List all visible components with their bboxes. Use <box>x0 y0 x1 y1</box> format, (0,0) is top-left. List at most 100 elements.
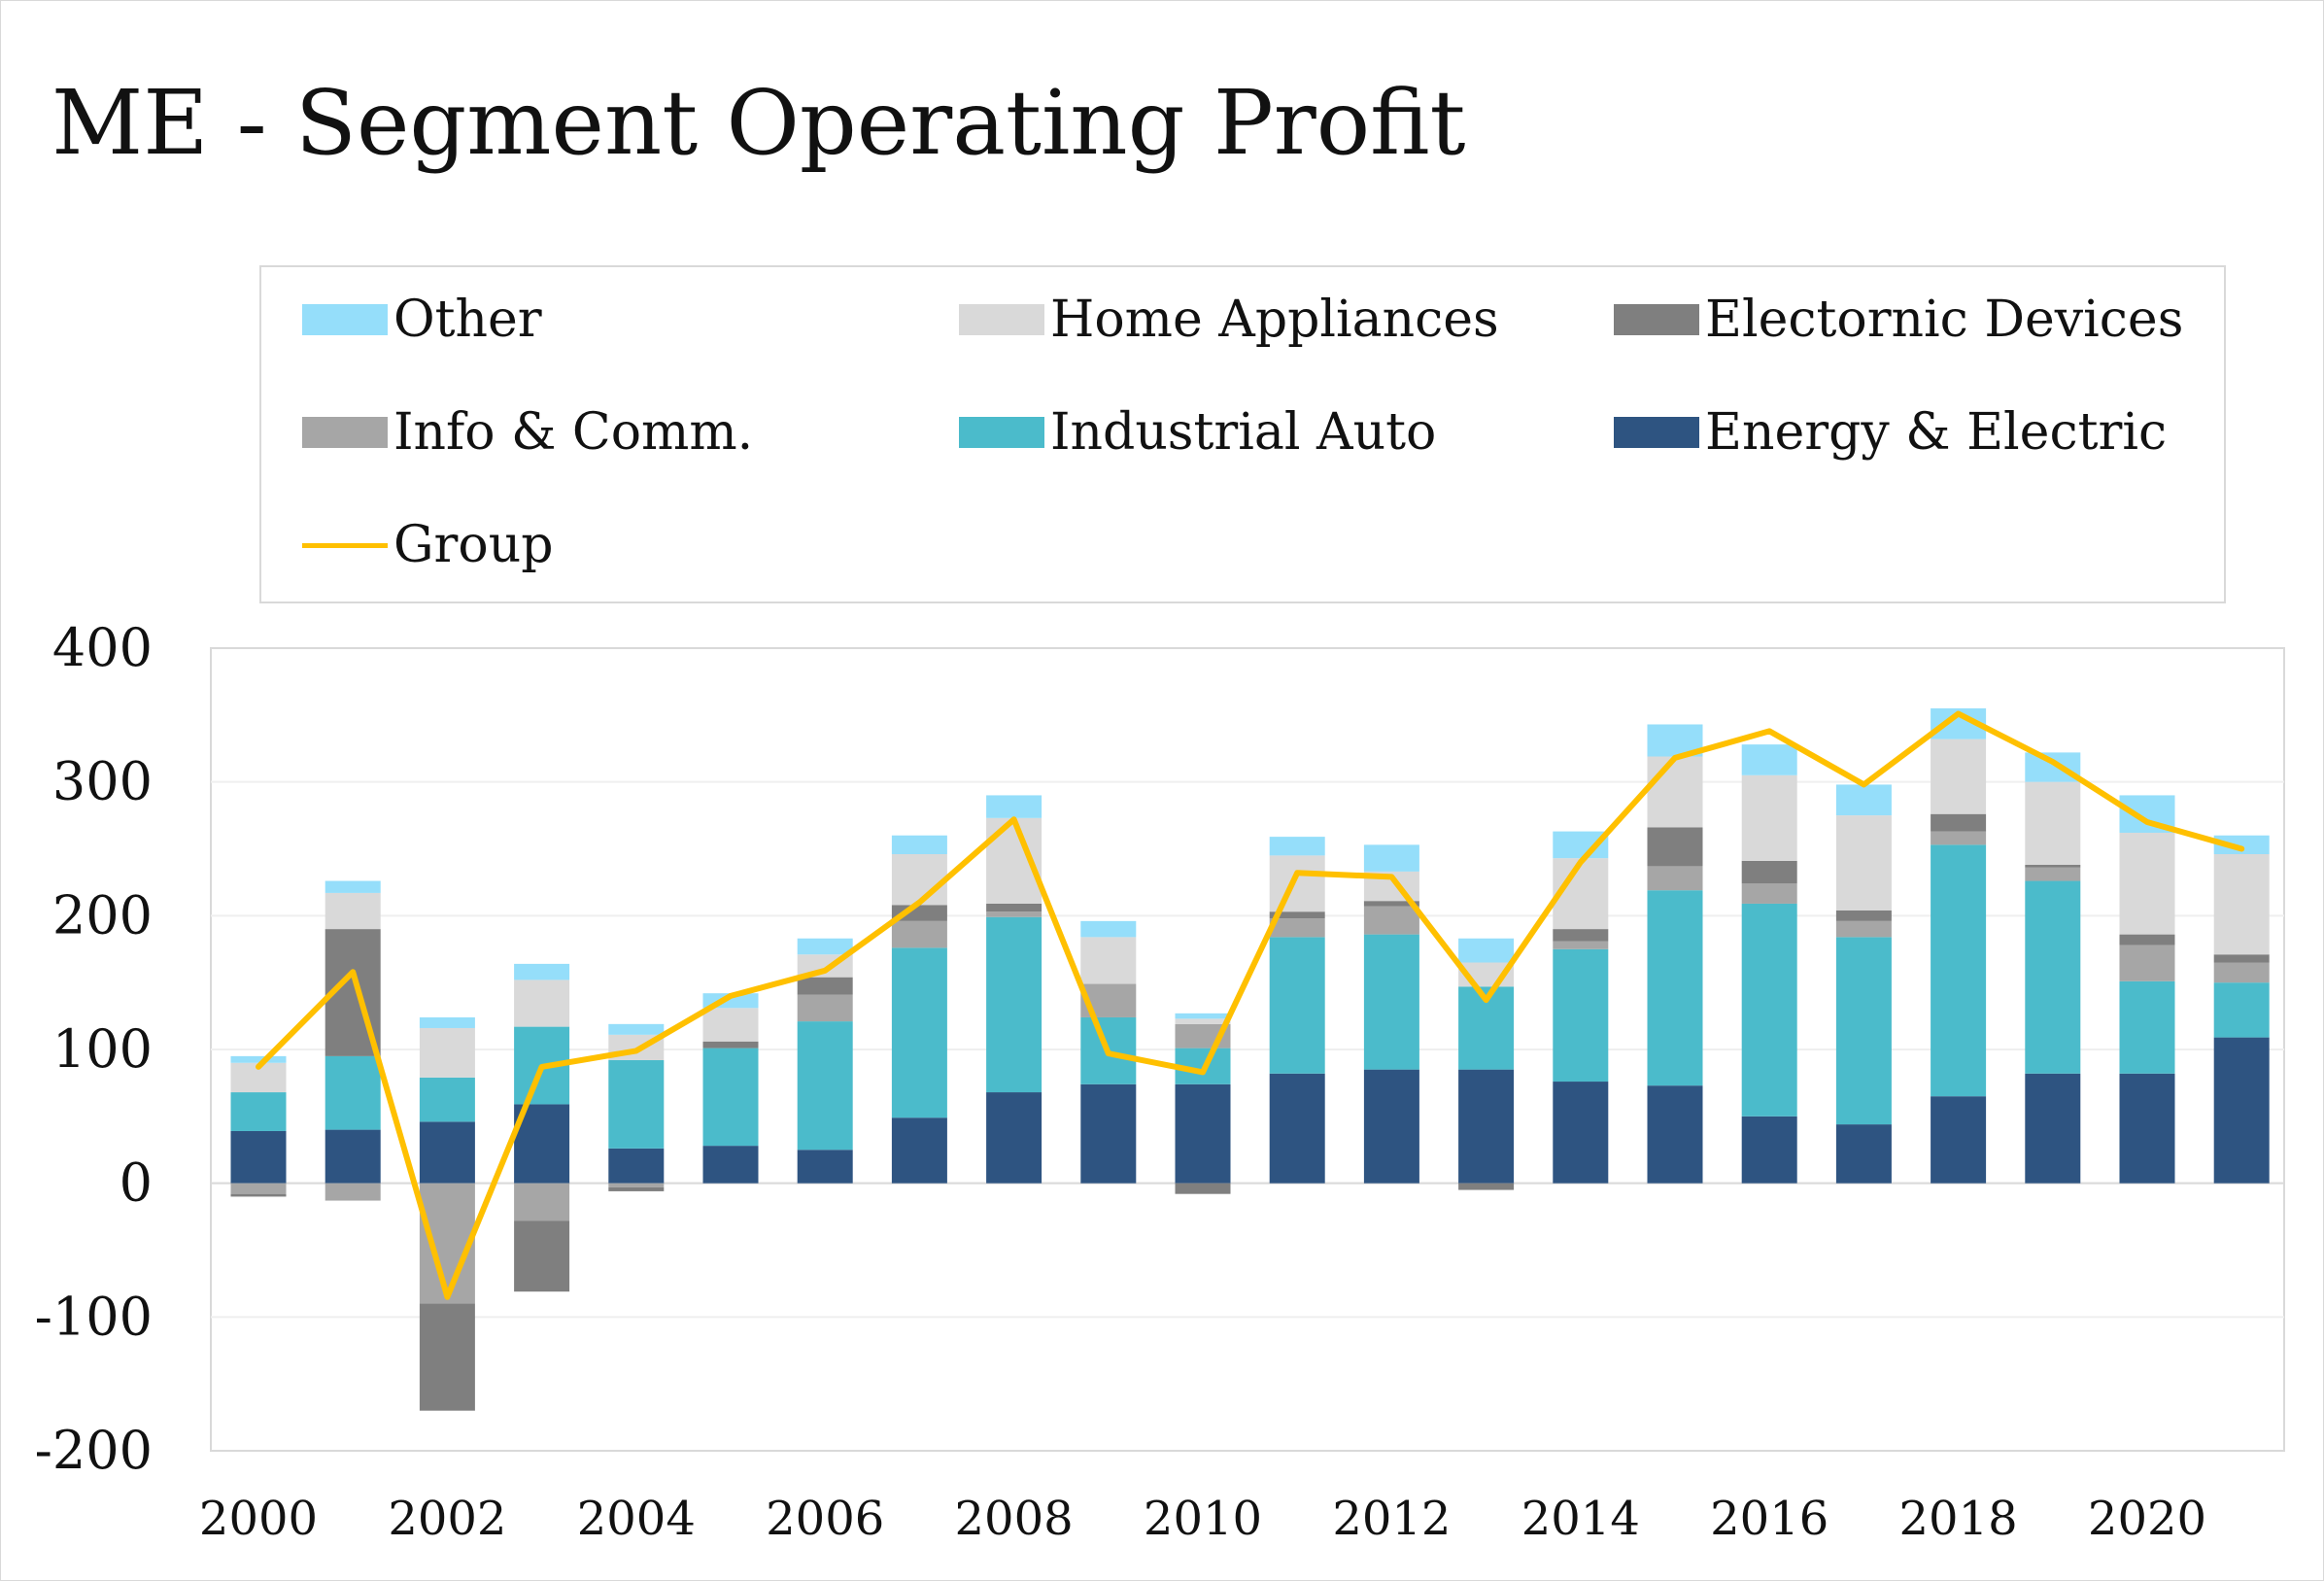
x-tick-label-2012: 2012 <box>1332 1492 1451 1546</box>
legend-label-energy-electric: Energy & Electric <box>1705 403 2168 462</box>
y-tick-label-200: -200 <box>35 1420 153 1481</box>
legend-swatch-other <box>302 304 388 335</box>
y-tick-label-0: 0 <box>120 1152 153 1214</box>
bar-home-appliances-2021 <box>2213 854 2270 955</box>
bar-info-comm-2008 <box>986 911 1042 917</box>
series-line-group <box>256 710 2245 1300</box>
legend-item-industrial-auto: Industrial Auto <box>959 403 1436 462</box>
bar-other-2000 <box>230 1055 287 1063</box>
x-tick-label-2002: 2002 <box>388 1492 506 1546</box>
bar-industrial-auto-2017 <box>1835 937 1892 1125</box>
bar-energy-electric-2016 <box>1741 1116 1797 1184</box>
bar-home-appliances-2009 <box>1080 937 1137 984</box>
bar-energy-electric-2005 <box>702 1146 759 1184</box>
bar-home-appliances-2016 <box>1741 774 1797 861</box>
bar-other-2008 <box>986 795 1042 818</box>
legend-swatch-home-appliances <box>959 304 1044 335</box>
bar-energy-electric-2018 <box>1931 1096 1987 1184</box>
bar-other-2007 <box>891 835 947 855</box>
bar-other-2021 <box>2213 835 2270 855</box>
legend-item-electronic-devices: Electornic Devices <box>1614 291 2183 349</box>
bar-electornic-devices-2005 <box>702 1041 759 1048</box>
bar-other-2006 <box>797 938 853 955</box>
bar-industrial-auto-2006 <box>797 1021 853 1151</box>
bar-electornic-devices-2014 <box>1553 929 1609 942</box>
legend-label-info-comm: Info & Comm. <box>393 403 754 462</box>
legend-label-home-appliances: Home Appliances <box>1050 291 1499 349</box>
bar-energy-electric-2007 <box>891 1117 947 1184</box>
bar-industrial-auto-2019 <box>2025 880 2081 1074</box>
bar-info-comm-2016 <box>1741 883 1797 904</box>
legend-label-electronic-devices: Electornic Devices <box>1705 291 2184 349</box>
bar-industrial-auto-2021 <box>2213 982 2270 1038</box>
x-tick-label-2020: 2020 <box>2088 1492 2206 1546</box>
bar-home-appliances-2019 <box>2025 781 2081 866</box>
bar-info-comm-2000 <box>230 1183 287 1194</box>
bar-other-2016 <box>1741 744 1797 775</box>
bar-home-appliances-2003 <box>514 980 570 1027</box>
bar-energy-electric-2014 <box>1553 1082 1609 1184</box>
bar-info-comm-2020 <box>2119 945 2175 981</box>
bar-electornic-devices-2011 <box>1269 911 1325 919</box>
bar-electornic-devices-2012 <box>1363 901 1419 907</box>
bar-industrial-auto-2001 <box>325 1055 381 1130</box>
bar-energy-electric-2002 <box>419 1121 475 1184</box>
bar-industrial-auto-2016 <box>1741 903 1797 1117</box>
bar-electornic-devices-2003 <box>514 1220 570 1292</box>
bar-industrial-auto-2002 <box>419 1077 475 1122</box>
bar-other-2013 <box>1458 938 1515 963</box>
bar-other-2009 <box>1080 920 1137 938</box>
bar-industrial-auto-2012 <box>1363 934 1419 1070</box>
bar-energy-electric-2009 <box>1080 1083 1137 1184</box>
bar-industrial-auto-2000 <box>230 1092 287 1131</box>
bar-energy-electric-2017 <box>1835 1124 1892 1184</box>
group-line <box>256 710 2245 1300</box>
bar-other-2004 <box>608 1023 665 1035</box>
bar-energy-electric-2001 <box>325 1129 381 1184</box>
y-tick-label-400: 400 <box>52 617 153 678</box>
x-tick-label-2016: 2016 <box>1710 1492 1828 1546</box>
bar-energy-electric-2012 <box>1363 1069 1419 1184</box>
bar-info-comm-2019 <box>2025 867 2081 881</box>
bar-electornic-devices-2002 <box>419 1303 475 1411</box>
bar-energy-electric-2004 <box>608 1148 665 1184</box>
bar-home-appliances-2010 <box>1175 1018 1231 1024</box>
bar-industrial-auto-2011 <box>1269 937 1325 1074</box>
bar-info-comm-2014 <box>1553 941 1609 949</box>
bar-home-appliances-2015 <box>1647 756 1703 828</box>
bar-info-comm-2006 <box>797 994 853 1022</box>
bar-energy-electric-2015 <box>1647 1085 1703 1184</box>
legend-label-industrial-auto: Industrial Auto <box>1050 403 1437 462</box>
bar-home-appliances-2005 <box>702 1008 759 1042</box>
bar-energy-electric-2020 <box>2119 1073 2175 1184</box>
bar-other-2001 <box>325 880 381 893</box>
legend-label-other: Other <box>393 291 542 349</box>
bar-energy-electric-2013 <box>1458 1069 1515 1184</box>
bar-home-appliances-2007 <box>891 854 947 906</box>
bar-home-appliances-2020 <box>2119 832 2175 935</box>
bar-industrial-auto-2007 <box>891 947 947 1118</box>
bar-industrial-auto-2004 <box>608 1060 665 1149</box>
bar-other-2012 <box>1363 844 1419 872</box>
bar-other-2017 <box>1835 784 1892 816</box>
bar-electornic-devices-2016 <box>1741 860 1797 884</box>
bar-home-appliances-2002 <box>419 1027 475 1078</box>
bar-home-appliances-2017 <box>1835 815 1892 911</box>
x-tick-label-2010: 2010 <box>1144 1492 1262 1546</box>
bar-home-appliances-2001 <box>325 892 381 930</box>
bar-industrial-auto-2008 <box>986 916 1042 1093</box>
legend-item-info-comm: Info & Comm. <box>302 403 753 462</box>
y-axis-ticks: 400 300 200 100 0 -100 -200 <box>35 617 153 1481</box>
legend: Other Home Appliances Electornic Devices… <box>259 265 2226 603</box>
bar-electornic-devices-2015 <box>1647 827 1703 867</box>
legend-item-group: Group <box>302 516 553 574</box>
bar-industrial-auto-2015 <box>1647 890 1703 1086</box>
legend-swatch-group <box>302 542 388 548</box>
x-tick-label-2008: 2008 <box>955 1492 1074 1546</box>
bar-info-comm-2021 <box>2213 962 2270 983</box>
bar-other-2010 <box>1175 1013 1231 1019</box>
bar-electornic-devices-2020 <box>2119 934 2175 945</box>
bar-info-comm-2018 <box>1931 831 1987 845</box>
bar-energy-electric-2019 <box>2025 1073 2081 1184</box>
